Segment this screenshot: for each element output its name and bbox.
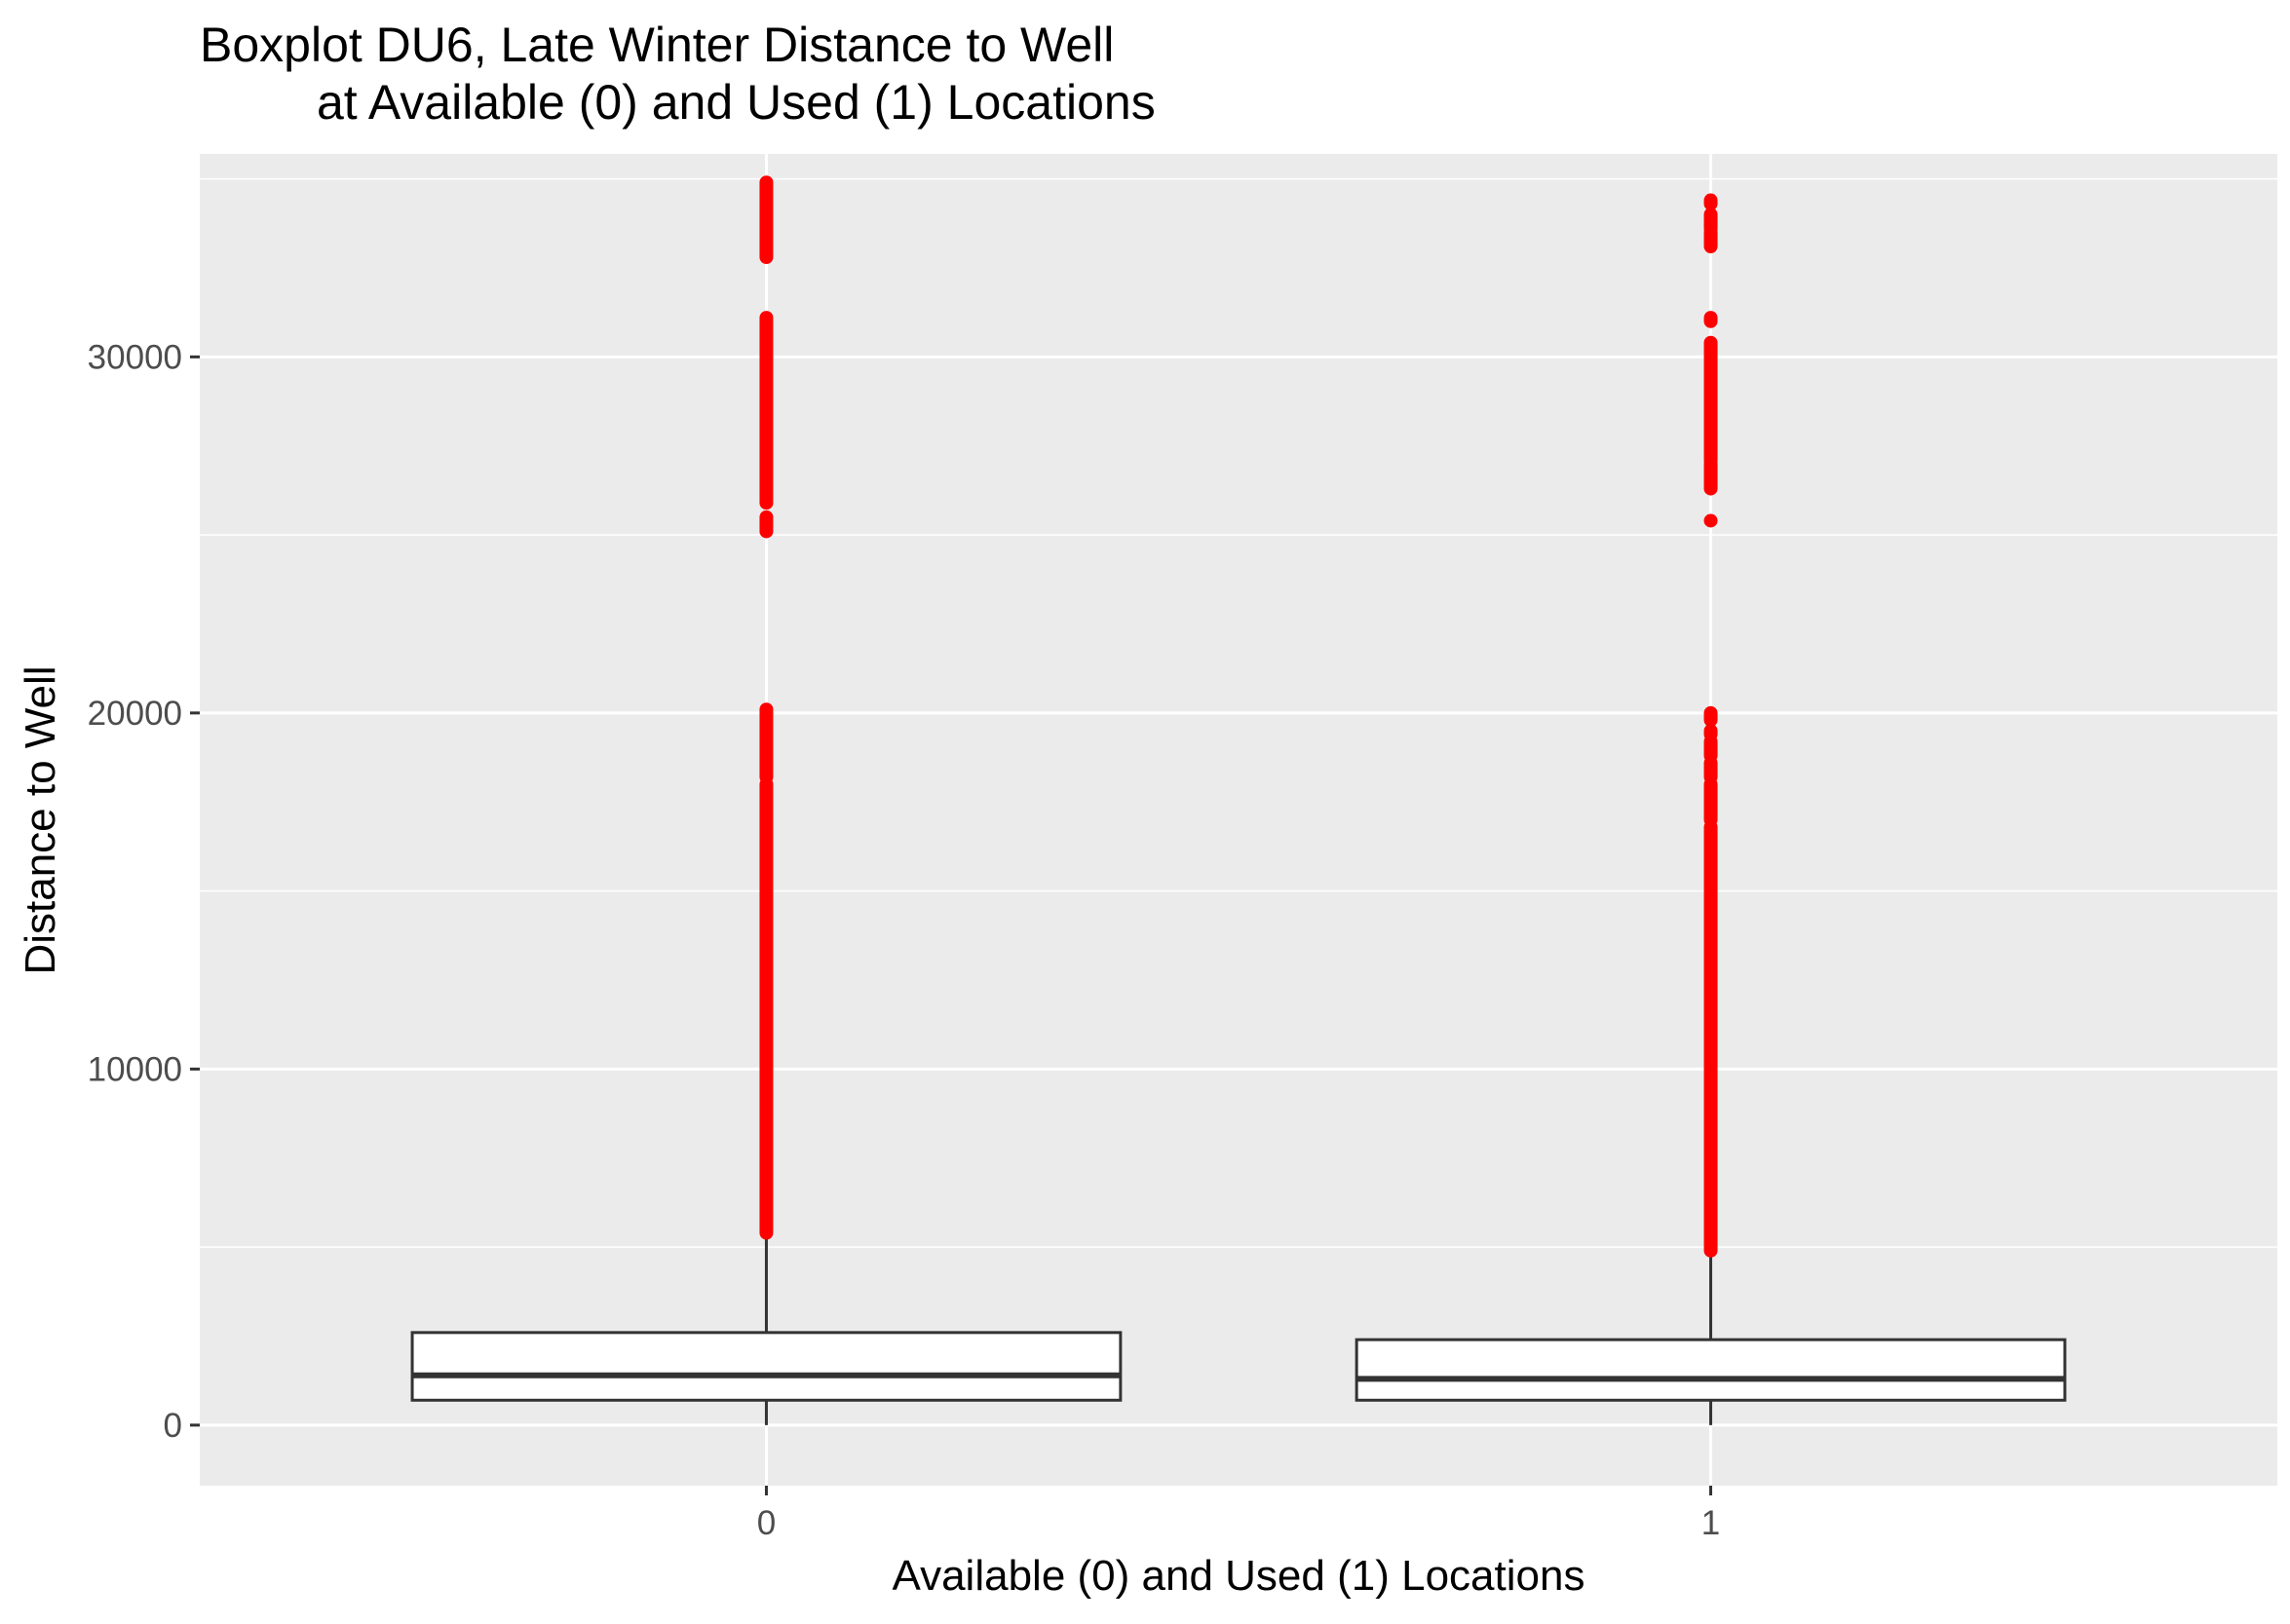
box-group-0 (410, 175, 1123, 1425)
chart-title-line-1: Boxplot DU6, Late Winter Distance to Wel… (200, 18, 1114, 72)
x-tick-label: 1 (1701, 1504, 1720, 1542)
iqr-box (1355, 1338, 2067, 1402)
x-tick-label: 0 (757, 1504, 776, 1542)
chart-title-line-2: at Available (0) and Used (1) Locations (317, 75, 1156, 130)
axis-layer: 0 10000 20000 30000 0 1 (88, 338, 1721, 1542)
plot-panel (200, 154, 2277, 1486)
iqr-box (410, 1331, 1123, 1402)
y-axis-title: Distance to Well (17, 665, 64, 974)
y-tick-label: 0 (164, 1407, 182, 1445)
y-tick-label: 30000 (88, 338, 182, 376)
y-tick-label: 10000 (88, 1050, 182, 1088)
box-layer (410, 175, 2067, 1425)
x-axis-title: Available (0) and Used (1) Locations (893, 1552, 1585, 1600)
box-group-1 (1355, 193, 2067, 1425)
y-tick-label: 20000 (88, 695, 182, 733)
